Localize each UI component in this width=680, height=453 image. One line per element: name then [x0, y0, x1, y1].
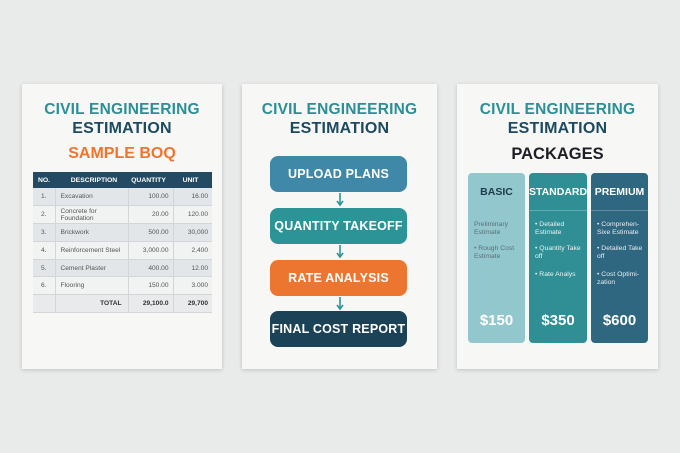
package-feature: • Rough Cost Estimate — [474, 245, 522, 261]
row-quantity: 400.00 — [128, 259, 174, 278]
package-price: $150 — [479, 312, 514, 329]
arrow-down-icon — [336, 245, 344, 259]
package-feature: • Rate Analys — [535, 271, 583, 279]
row-unit: 30,000 — [173, 223, 212, 242]
row-description: Concrete for Foundation — [55, 205, 129, 225]
row-description: Reinforcement Steel — [55, 241, 129, 260]
table-row: 4. Reinforcement Steel 3,000.00 2,400 — [33, 241, 212, 260]
bullet-icon: • — [597, 221, 602, 228]
row-unit: 3.000 — [173, 276, 212, 296]
arrow-down-icon — [336, 297, 344, 311]
package-feature-text: Quantity Take off — [535, 245, 581, 260]
row-number: 1. — [33, 188, 56, 207]
row-description: Brickwork — [55, 223, 129, 242]
table-row: 5. Cement Plaster 400.00 12.00 — [33, 259, 212, 278]
row-number: 5. — [33, 259, 56, 278]
step-rate-analysis: RATE ANALYSIS — [270, 260, 407, 296]
table-row: 1. Excavation 100.00 16.00 — [33, 188, 212, 207]
row-quantity: 100.00 — [128, 188, 174, 207]
table-row: 2. Concrete for Foundation 20.00 120.00 — [33, 205, 212, 225]
row-unit: 2,400 — [173, 241, 212, 260]
row-quantity: 150.00 — [128, 276, 174, 296]
package-name: STANDARD — [529, 173, 587, 211]
card-title-line1: CIVIL ENGINEERING — [479, 101, 636, 118]
card-subtitle: PACKAGES — [511, 145, 604, 163]
column-header: NO. — [33, 172, 55, 188]
package-feature-text: Detailed Estimate — [535, 221, 565, 236]
card-title-line2: ESTIMATION — [289, 120, 390, 137]
workflow-card: CIVIL ENGINEERING ESTIMATION UPLOAD PLAN… — [242, 84, 437, 369]
column-header: UNIT — [173, 172, 212, 188]
package-feature-text: Comprehen-Sixe Estimate — [597, 221, 640, 236]
package-feature: • Detailed Estimate — [535, 221, 583, 237]
bullet-icon: • — [535, 245, 540, 252]
total-empty-cell — [33, 294, 56, 314]
row-unit: 12.00 — [173, 259, 212, 278]
package-name: BASIC — [480, 186, 513, 198]
total-label: TOTAL — [55, 294, 129, 314]
bullet-icon: • — [474, 245, 479, 252]
row-unit: 120.00 — [173, 205, 212, 225]
row-number: 6. — [33, 276, 56, 296]
column-header: QUANTITY — [128, 172, 173, 188]
row-description: Excavation — [55, 188, 129, 207]
table-header-row: NO. DESCRIPTION QUANTITY UNIT — [33, 172, 212, 188]
bullet-icon: • — [597, 245, 602, 252]
card-title-line2: ESTIMATION — [507, 120, 608, 137]
step-quantity-takeoff: QUANTITY TAKEOFF — [270, 208, 407, 244]
table-row: 3. Brickwork 500.00 30,000 — [33, 223, 212, 242]
package-feature-text: Cost Optimi-zation — [597, 271, 640, 286]
package-feature-text: Rate Analys — [539, 271, 576, 278]
package-feature-text: Detailed Take off — [597, 245, 643, 260]
step-final-cost-report: FINAL COST REPORT — [270, 311, 407, 347]
card-title-line1: CIVIL ENGINEERING — [261, 101, 418, 118]
column-header: DESCRIPTION — [55, 172, 128, 188]
package-feature-text: Rough Cost Estimate — [474, 245, 515, 260]
total-quantity: 29,100.0 — [128, 294, 174, 314]
row-quantity: 3,000.00 — [128, 241, 174, 260]
package-feature: Preliminary Estimate — [474, 221, 508, 236]
package-name: PREMIUM — [591, 173, 648, 211]
card-subtitle: SAMPLE BOQ — [68, 145, 176, 162]
row-quantity: 500.00 — [128, 223, 174, 242]
bullet-icon: • — [535, 221, 540, 228]
table-total-row: TOTAL 29,100.0 29,700 — [33, 294, 212, 314]
package-feature: • Comprehen-Sixe Estimate — [597, 221, 645, 237]
packages-card: CIVIL ENGINEERING ESTIMATION PACKAGES BA… — [457, 84, 658, 369]
step-upload-plans: UPLOAD PLANS — [270, 156, 407, 192]
package-price: $600 — [602, 312, 637, 329]
package-standard: STANDARD • Detailed Estimate • Quantity … — [529, 173, 587, 343]
arrow-down-icon — [336, 193, 344, 207]
row-number: 3. — [33, 223, 56, 242]
row-description: Flooring — [55, 276, 129, 296]
boq-table: NO. DESCRIPTION QUANTITY UNIT 1. Excavat… — [33, 172, 212, 314]
package-feature: • Quantity Take off — [535, 245, 583, 261]
row-number: 4. — [33, 241, 56, 260]
card-title-line2: ESTIMATION — [72, 120, 172, 137]
row-unit: 16.00 — [173, 188, 212, 207]
boq-card: CIVIL ENGINEERING ESTIMATION SAMPLE BOQ … — [22, 84, 222, 369]
row-number: 2. — [33, 205, 56, 225]
package-price: $350 — [541, 312, 575, 329]
card-title-line1: CIVIL ENGINEERING — [44, 101, 200, 118]
table-row: 6. Flooring 150.00 3.000 — [33, 276, 212, 296]
bullet-icon: • — [597, 271, 602, 278]
package-basic: BASIC Preliminary Estimate • Rough Cost … — [468, 173, 525, 343]
package-feature: • Detailed Take off — [597, 245, 645, 261]
row-description: Cement Plaster — [55, 259, 129, 278]
total-unit: 29,700 — [173, 294, 212, 314]
row-quantity: 20.00 — [128, 205, 174, 225]
package-feature: • Cost Optimi-zation — [597, 271, 645, 287]
package-premium: PREMIUM • Comprehen-Sixe Estimate • Deta… — [591, 173, 648, 343]
bullet-icon: • — [535, 271, 540, 278]
